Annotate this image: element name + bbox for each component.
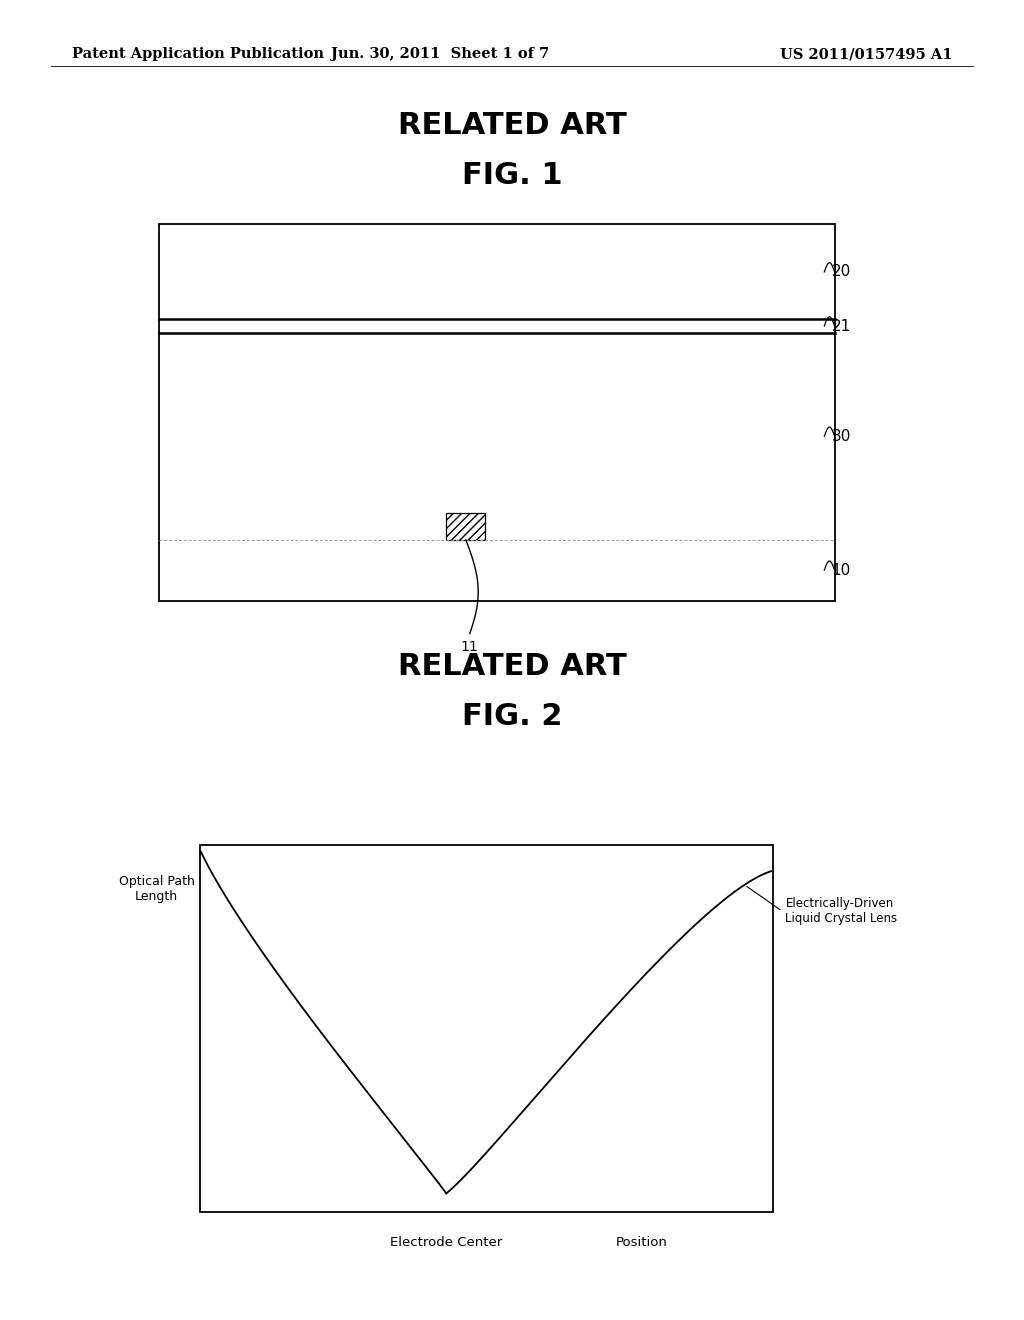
Text: Jun. 30, 2011  Sheet 1 of 7: Jun. 30, 2011 Sheet 1 of 7 [331,48,550,61]
Text: RELATED ART: RELATED ART [397,652,627,681]
Bar [446,513,485,540]
Text: Electrode Center: Electrode Center [390,1236,503,1249]
Text: Electrically-Driven
Liquid Crystal Lens: Electrically-Driven Liquid Crystal Lens [785,898,897,925]
Text: 21: 21 [831,318,851,334]
Text: 30: 30 [831,429,851,444]
Text: Position: Position [615,1236,668,1249]
Text: FIG. 1: FIG. 1 [462,161,562,190]
Text: 20: 20 [831,264,851,280]
Text: US 2011/0157495 A1: US 2011/0157495 A1 [780,48,952,61]
Text: 10: 10 [831,562,851,578]
Text: Optical Path
Length: Optical Path Length [119,875,195,903]
Text: 11: 11 [460,640,478,655]
Text: Patent Application Publication: Patent Application Publication [72,48,324,61]
Text: FIG. 2: FIG. 2 [462,702,562,731]
Text: RELATED ART: RELATED ART [397,111,627,140]
